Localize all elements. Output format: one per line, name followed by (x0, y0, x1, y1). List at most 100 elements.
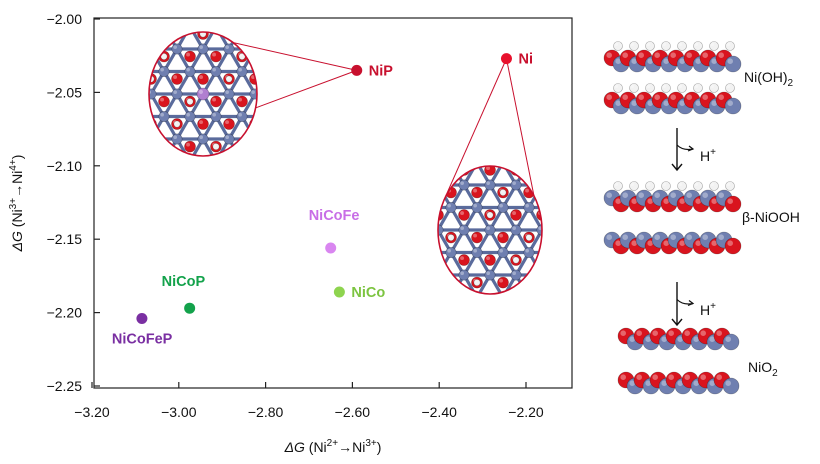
o-atom-highlight (355, 165, 359, 169)
bond (581, 298, 594, 321)
ni-atom-highlight (512, 136, 516, 140)
ni-atom (302, 134, 312, 144)
o-atom-highlight (538, 346, 542, 350)
ni-atom (497, 247, 509, 259)
bond (372, 207, 385, 230)
h-atom (422, 189, 428, 195)
ni-atom (641, 270, 651, 280)
bond (438, 166, 453, 186)
o-atom-highlight (356, 346, 360, 350)
structure-label-nio2: NiO2 (748, 359, 778, 379)
o-atom (81, 96, 92, 107)
o-atom (315, 186, 326, 197)
o-atom-highlight (251, 32, 255, 34)
atom-highlight (631, 100, 637, 106)
bond (347, 253, 360, 276)
atom-highlight (670, 94, 676, 100)
ni-atom (158, 65, 170, 77)
o-atom (576, 322, 587, 333)
ni-atom (302, 0, 312, 9)
h-atom (486, 211, 494, 219)
bond (516, 298, 529, 321)
ni-atom (485, 135, 495, 145)
atom (722, 333, 740, 351)
o-atom (367, 186, 378, 197)
bond (438, 298, 451, 321)
o-atom-highlight (277, 120, 281, 124)
o-atom-highlight (564, 256, 568, 260)
ni-atom-highlight (356, 316, 360, 320)
o-atom (667, 300, 678, 311)
o-atom-highlight (408, 301, 412, 305)
bond (334, 298, 347, 321)
h-atom (344, 189, 350, 195)
ni-atom-highlight (121, 180, 125, 184)
h-atom-highlight (630, 84, 634, 89)
ni-atom-highlight (121, 0, 125, 4)
o-atom (420, 142, 431, 153)
bond (542, 365, 555, 388)
bond (373, 185, 386, 208)
o-atom-highlight (460, 211, 465, 216)
o-atom (68, 74, 79, 85)
o-atom (394, 367, 405, 378)
atom-highlight (652, 374, 658, 381)
bond (359, 184, 372, 207)
bond (125, 139, 138, 162)
h-atom-highlight (370, 9, 372, 11)
h-atom (677, 181, 687, 191)
ni-atom-highlight (95, 225, 99, 229)
h-atom (512, 256, 520, 264)
ni-atom-highlight (473, 203, 477, 208)
ni-atom-highlight (577, 249, 581, 253)
o-atom (211, 231, 222, 242)
o-atom-highlight (212, 52, 216, 57)
o-atom-highlight (395, 279, 399, 283)
h-atom (57, 143, 63, 149)
o-atom-highlight (108, 53, 112, 57)
h-atom (661, 181, 671, 191)
bond (659, 298, 672, 321)
o-atom-highlight (264, 188, 268, 192)
ni-atom-highlight (69, 0, 73, 4)
ni-atom-highlight (212, 203, 216, 207)
ni-atom (394, 157, 404, 167)
h-atom (565, 347, 571, 353)
bond (581, 343, 594, 366)
bond (529, 95, 542, 118)
h-atom (135, 8, 141, 14)
bond (242, 162, 255, 185)
bond (412, 95, 425, 118)
bond (359, 94, 372, 117)
ni-atom (328, 179, 338, 189)
o-atom-highlight (486, 301, 490, 305)
o-atom-highlight (368, 98, 372, 102)
o-atom (158, 95, 170, 108)
bond (360, 117, 373, 140)
bond (281, 229, 294, 252)
bond (164, 162, 177, 185)
o-atom (120, 28, 131, 39)
h-atom (370, 369, 376, 375)
h-atom-highlight (579, 190, 581, 192)
h-atom (122, 31, 128, 37)
bond (568, 95, 581, 118)
o-atom (472, 322, 483, 333)
o-atom-highlight (290, 143, 294, 147)
bond (399, 140, 412, 163)
ni-atom-highlight (149, 135, 151, 140)
o-atom-highlight (408, 211, 412, 215)
ni-atom (459, 360, 469, 370)
o-atom (589, 255, 600, 266)
ni-atom-highlight (343, 339, 347, 343)
h-atom-highlight (646, 84, 650, 89)
o-atom-highlight (56, 188, 60, 192)
o-atom (550, 142, 561, 153)
bond (464, 320, 477, 343)
o-atom (342, 367, 353, 378)
niooh-structure (603, 181, 742, 255)
ni-atom (381, 180, 391, 190)
x-tick-label: −2.20 (508, 404, 544, 420)
o-atom (341, 6, 352, 17)
